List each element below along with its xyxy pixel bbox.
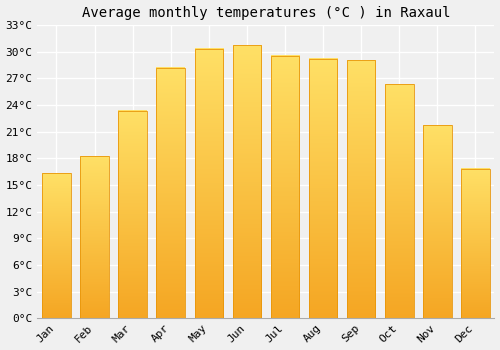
- Bar: [118, 111, 147, 318]
- Title: Average monthly temperatures (°C ) in Raxaul: Average monthly temperatures (°C ) in Ra…: [82, 6, 450, 20]
- Bar: [194, 49, 223, 318]
- Bar: [423, 125, 452, 318]
- Bar: [42, 173, 70, 318]
- Bar: [385, 84, 414, 318]
- Bar: [347, 61, 376, 318]
- Bar: [270, 56, 300, 318]
- Bar: [156, 68, 185, 318]
- Bar: [80, 156, 109, 318]
- Bar: [232, 46, 261, 318]
- Bar: [461, 169, 490, 318]
- Bar: [309, 59, 338, 318]
